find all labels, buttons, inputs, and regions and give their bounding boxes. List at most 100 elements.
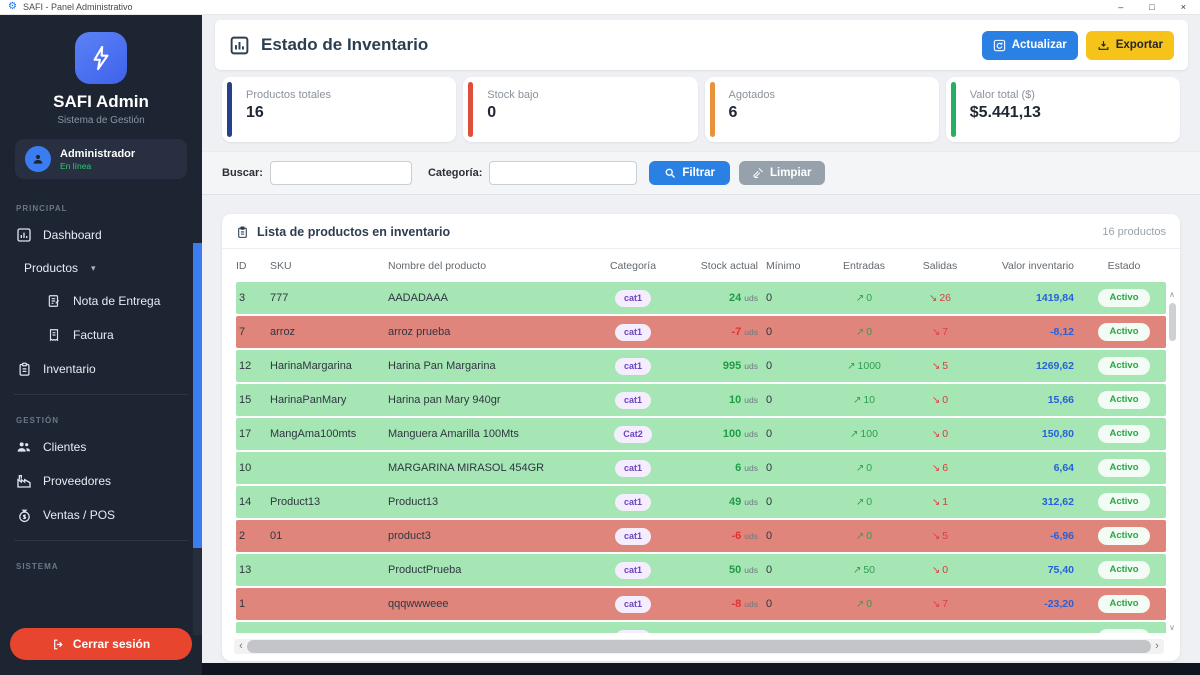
sidebar-item-inventario[interactable]: Inventario — [0, 352, 202, 386]
dashboard-icon — [16, 227, 32, 243]
scroll-down-icon[interactable]: ∨ — [1169, 623, 1175, 632]
maximize-button[interactable]: □ — [1149, 1, 1155, 12]
table-row[interactable]: 14 Product13 Product13 cat1 49 uds 0 ↗ 0 ↘… — [236, 486, 1166, 518]
sidebar-item-clientes[interactable]: Clientes — [0, 430, 202, 464]
cell-status: Activo — [1082, 391, 1166, 409]
trend-up-icon: ↗ — [855, 531, 865, 542]
refresh-label: Actualizar — [1011, 39, 1067, 51]
trend-down-icon: ↘ — [931, 599, 941, 610]
stat-label: Productos totales — [246, 89, 331, 101]
sidebar-item-nota-de-entrega[interactable]: Nota de Entrega — [0, 284, 202, 318]
table-row[interactable]: 15 HarinaPanMary Harina pan Mary 940gr c… — [236, 384, 1166, 416]
table-row[interactable]: 18 QuesoBlanco Queso Blanco Duro cat1 35… — [236, 622, 1166, 633]
inventory-icon — [16, 361, 32, 377]
cell-exits: ↘ 7 — [931, 326, 949, 338]
chevron-down-icon: ▾ — [91, 262, 96, 273]
cell-exits: ↘ 6 — [931, 462, 949, 474]
sidebar: SAFI Admin Sistema de Gestión Administra… — [0, 15, 202, 675]
sidebar-item-productos[interactable]: Productos ▾ — [0, 252, 202, 284]
cell-minimum: 0 — [766, 428, 773, 440]
clear-button[interactable]: Limpiar — [738, 161, 825, 185]
horizontal-scrollbar-thumb[interactable] — [247, 640, 1151, 653]
col-stock-actual: Stock actual — [700, 259, 758, 272]
scroll-left-icon[interactable]: ‹ — [239, 640, 243, 652]
stat-value: 16 — [246, 104, 264, 121]
search-input[interactable] — [269, 161, 412, 185]
cell-status: Activo — [1082, 323, 1166, 341]
table-row[interactable]: 1 qqqwwweee cat1 -8 uds 0 ↗ 0 ↘ 7 -23,20 Ac… — [236, 588, 1166, 620]
vertical-scrollbar[interactable]: ∧ ∨ — [1166, 290, 1178, 633]
close-button[interactable]: × — [1180, 1, 1186, 12]
sidebar-item-proveedores[interactable]: Proveedores — [0, 464, 202, 498]
stat-value: 6 — [728, 104, 738, 121]
sidebar-item-label: Factura — [73, 328, 114, 342]
sidebar-item-label: Clientes — [43, 440, 87, 454]
scroll-right-icon[interactable]: › — [1155, 640, 1159, 652]
cell-entries: ↗ 0 — [855, 496, 873, 508]
status-badge: Activo — [1098, 459, 1150, 477]
cell-sku: HarinaPanMary — [270, 394, 347, 406]
cell-stock: -7 uds — [731, 326, 759, 338]
cell-entries: ↗36 — [824, 632, 904, 633]
cell-id: 1 — [239, 598, 246, 610]
table-row[interactable]: 7 arroz arroz prueba cat1 -7 uds 0 ↗ 0 ↘ 7 … — [236, 316, 1166, 348]
table-body: 3 777 AADADAAA cat1 24 uds 0 ↗ 0 ↘ 26 1419,… — [222, 282, 1180, 633]
cell-status: Activo — [1082, 459, 1166, 477]
sidebar-item-ventas-pos[interactable]: Ventas / POS — [0, 498, 202, 532]
sidebar-item-dashboard[interactable]: Dashboard — [0, 218, 202, 252]
search-label: Buscar: — [222, 167, 263, 179]
stat-card-valor-total: Valor total ($) $5.441,13 — [945, 77, 1180, 142]
filter-button[interactable]: Filtrar — [649, 161, 730, 185]
minimize-button[interactable]: – — [1118, 1, 1124, 12]
col-salidas: Salidas — [922, 259, 958, 272]
refresh-icon — [993, 39, 1006, 52]
category-badge: cat1 — [614, 493, 651, 511]
trend-down-icon: ↘ — [928, 293, 938, 304]
col-minimo: Mínimo — [766, 259, 801, 272]
cell-stock: 24 uds — [729, 292, 758, 304]
table-row[interactable]: 2 01 product3 cat1 -6 uds 0 ↗ 0 ↘ 5 -6,96 A… — [236, 520, 1166, 552]
cell-product-name: product3 — [388, 530, 431, 542]
cell-entries: ↗ 0 — [855, 530, 873, 542]
vertical-scrollbar-thumb[interactable] — [1169, 303, 1176, 341]
table-row[interactable]: 17 MangAma100mts Manguera Amarilla 100Mt… — [236, 418, 1166, 450]
cell-product-name: Harina pan Mary 940gr — [388, 394, 501, 406]
cell-product-name: AADADAAA — [388, 292, 448, 304]
sidebar-scrollbar-thumb[interactable] — [193, 243, 202, 548]
table-row[interactable]: 12 HarinaMargarina Harina Pan Margarina … — [236, 350, 1166, 382]
status-badge: Activo — [1098, 425, 1150, 443]
table-row[interactable]: 10 MARGARINA MIRASOL 454GR cat1 6 uds 0 ↗… — [236, 452, 1166, 484]
window-titlebar: ⚙ SAFI - Panel Administrativo – □ × — [0, 0, 1200, 15]
table-title: Lista de productos en inventario — [257, 225, 451, 239]
logout-button[interactable]: Cerrar sesión — [10, 628, 192, 660]
table-row[interactable]: 13 ProductPrueba cat1 50 uds 0 ↗ 50 ↘ 0 75,… — [236, 554, 1166, 586]
refresh-button[interactable]: Actualizar — [981, 30, 1078, 60]
cell-entries: ↗ 0 — [855, 462, 873, 474]
cell-id: 3 — [239, 292, 246, 304]
table-row[interactable]: 3 777 AADADAAA cat1 24 uds 0 ↗ 0 ↘ 26 1419,… — [236, 282, 1166, 314]
cell-inventory-value: -23,20 — [1044, 598, 1074, 610]
cell-id: 18 — [236, 632, 270, 633]
cell-status: Activo — [1082, 527, 1166, 545]
category-input[interactable] — [489, 161, 638, 185]
cell-inventory-value: 150,80 — [1041, 428, 1074, 440]
cell-inventory-value: -8,12 — [1050, 326, 1074, 338]
horizontal-scrollbar[interactable]: ‹ › — [234, 639, 1164, 654]
cell-stock: 50 uds — [729, 564, 758, 576]
col-valor-inventario: Valor inventario — [1001, 259, 1074, 272]
cell-minimum: 0 — [766, 394, 773, 406]
scroll-up-icon[interactable]: ∧ — [1169, 290, 1175, 299]
app-subtitle: Sistema de Gestión — [57, 115, 145, 126]
cell-entries: ↗ 0 — [855, 326, 873, 338]
section-label-gestion: GESTIÓN — [16, 416, 60, 425]
cell-exits: ↘ 1 — [931, 496, 949, 508]
cell-category: cat1 — [588, 459, 678, 477]
export-button[interactable]: Exportar — [1085, 30, 1174, 60]
trend-down-icon: ↘ — [931, 497, 941, 508]
sidebar-item-factura[interactable]: Factura — [0, 318, 202, 352]
cell-status: Activo — [1082, 425, 1166, 443]
stat-label: Stock bajo — [487, 89, 539, 101]
cell-minimum: 0 — [766, 326, 773, 338]
stat-value: $5.441,13 — [969, 104, 1041, 121]
inventory-table-card: Lista de productos en inventario 16 prod… — [222, 214, 1180, 661]
